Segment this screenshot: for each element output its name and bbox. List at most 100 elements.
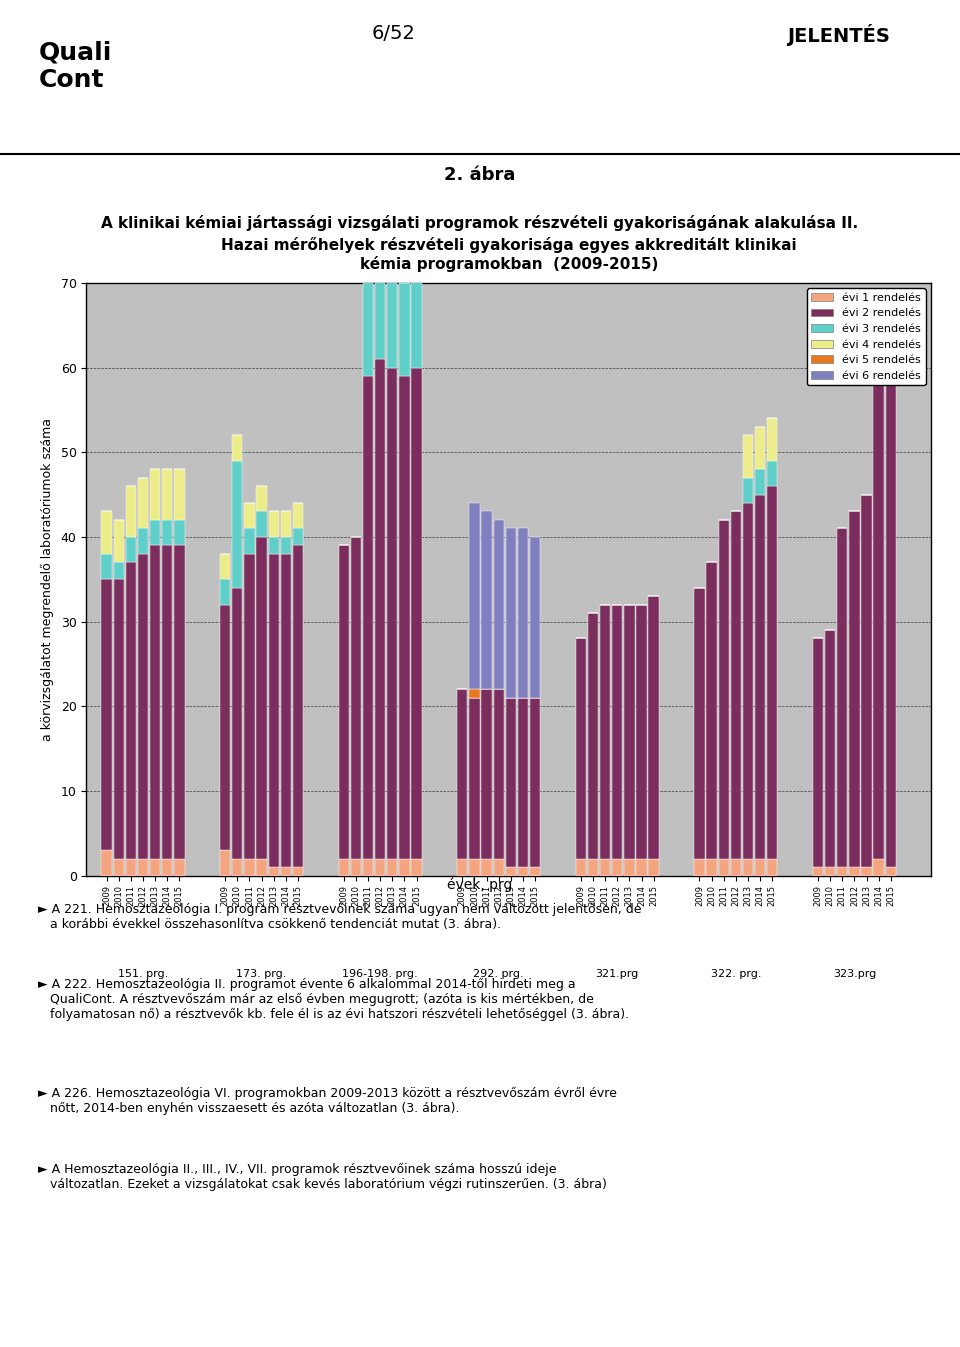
Bar — [411, 858, 421, 876]
Bar — [126, 486, 136, 537]
Bar — [457, 690, 468, 858]
Text: 173. prg.: 173. prg. — [236, 968, 287, 979]
Bar — [767, 419, 778, 461]
Bar — [387, 858, 397, 876]
Bar — [399, 0, 410, 283]
Bar — [293, 528, 303, 546]
Bar — [138, 528, 148, 554]
Bar — [469, 690, 480, 698]
Bar — [399, 858, 410, 876]
Bar — [232, 858, 243, 876]
Bar — [269, 512, 278, 537]
Bar — [517, 698, 528, 867]
Bar — [707, 562, 717, 858]
Bar — [576, 858, 586, 876]
Bar — [387, 0, 397, 275]
Bar — [280, 867, 291, 876]
Bar — [731, 512, 741, 858]
Bar — [588, 858, 598, 876]
Text: 151. prg.: 151. prg. — [118, 968, 168, 979]
Bar — [813, 867, 823, 876]
Bar — [232, 435, 243, 461]
Bar — [612, 858, 622, 876]
Title: Hazai mérőhelyek részvételi gyakorisága egyes akkreditált klinikai
kémia program: Hazai mérőhelyek részvételi gyakorisága … — [221, 237, 797, 272]
Bar — [174, 858, 184, 876]
Bar — [481, 690, 492, 858]
Bar — [886, 376, 896, 867]
Bar — [861, 494, 872, 867]
Bar — [269, 554, 278, 867]
Bar — [493, 858, 504, 876]
Bar — [743, 435, 753, 478]
Bar — [339, 858, 348, 876]
Bar — [399, 283, 410, 376]
Bar — [624, 605, 635, 858]
Bar — [755, 469, 765, 494]
Bar — [694, 587, 705, 858]
Bar — [600, 858, 611, 876]
Bar — [350, 858, 361, 876]
Bar — [174, 546, 184, 858]
Bar — [850, 867, 859, 876]
Bar — [256, 858, 267, 876]
Bar — [874, 858, 884, 876]
Bar — [280, 554, 291, 867]
Bar — [113, 562, 124, 579]
Bar — [506, 867, 516, 876]
Bar — [530, 867, 540, 876]
Bar — [837, 867, 848, 876]
Bar — [718, 520, 729, 858]
Bar — [825, 630, 835, 867]
Bar — [600, 605, 611, 858]
Text: 292. prg.: 292. prg. — [473, 968, 524, 979]
Legend: évi 1 rendelés, évi 2 rendelés, évi 3 rendelés, évi 4 rendelés, évi 5 rendelés, : évi 1 rendelés, évi 2 rendelés, évi 3 re… — [806, 288, 925, 385]
Text: 322. prg.: 322. prg. — [710, 968, 761, 979]
Text: A klinikai kémiai jártassági vizsgálati programok részvételi gyakoriságának alak: A klinikai kémiai jártassági vizsgálati … — [102, 214, 858, 230]
Bar — [220, 605, 230, 850]
Text: 6/52: 6/52 — [372, 24, 416, 43]
Bar — [850, 512, 859, 867]
Bar — [363, 0, 373, 275]
Bar — [837, 528, 848, 867]
Bar — [636, 605, 647, 858]
Bar — [126, 537, 136, 562]
Bar — [162, 520, 173, 546]
Bar — [493, 520, 504, 690]
Bar — [150, 858, 160, 876]
Bar — [102, 512, 111, 554]
Bar — [530, 537, 540, 698]
Bar — [102, 579, 111, 850]
Bar — [174, 469, 184, 520]
Bar — [506, 528, 516, 698]
Text: 2. ábra: 2. ábra — [444, 167, 516, 185]
Bar — [649, 858, 659, 876]
Bar — [126, 562, 136, 858]
Bar — [411, 0, 421, 275]
Bar — [269, 867, 278, 876]
Bar — [363, 858, 373, 876]
Bar — [767, 858, 778, 876]
Bar — [767, 461, 778, 486]
Bar — [411, 275, 421, 368]
Bar — [767, 486, 778, 858]
Bar — [220, 850, 230, 876]
Bar — [220, 554, 230, 579]
Bar — [411, 368, 421, 858]
Text: ► A 226. Hemosztazeológia VI. programokban 2009-2013 között a résztvevőszám évrő: ► A 226. Hemosztazeológia VI. programokb… — [38, 1087, 617, 1115]
Bar — [102, 554, 111, 579]
Bar — [755, 858, 765, 876]
Bar — [256, 537, 267, 858]
Text: ► A 221. Hemosztazeológia I. program résztvevőinek száma ugyan nem változott jel: ► A 221. Hemosztazeológia I. program rés… — [38, 902, 642, 931]
Text: Quali
Cont: Quali Cont — [38, 40, 111, 92]
Bar — [469, 858, 480, 876]
Bar — [576, 638, 586, 858]
Text: 321.prg: 321.prg — [595, 968, 639, 979]
Bar — [244, 554, 254, 858]
Bar — [162, 546, 173, 858]
Bar — [707, 858, 717, 876]
Bar — [649, 597, 659, 858]
Bar — [150, 469, 160, 520]
Text: JELENTÉS: JELENTÉS — [787, 24, 890, 46]
Bar — [375, 275, 385, 360]
Bar — [399, 376, 410, 858]
